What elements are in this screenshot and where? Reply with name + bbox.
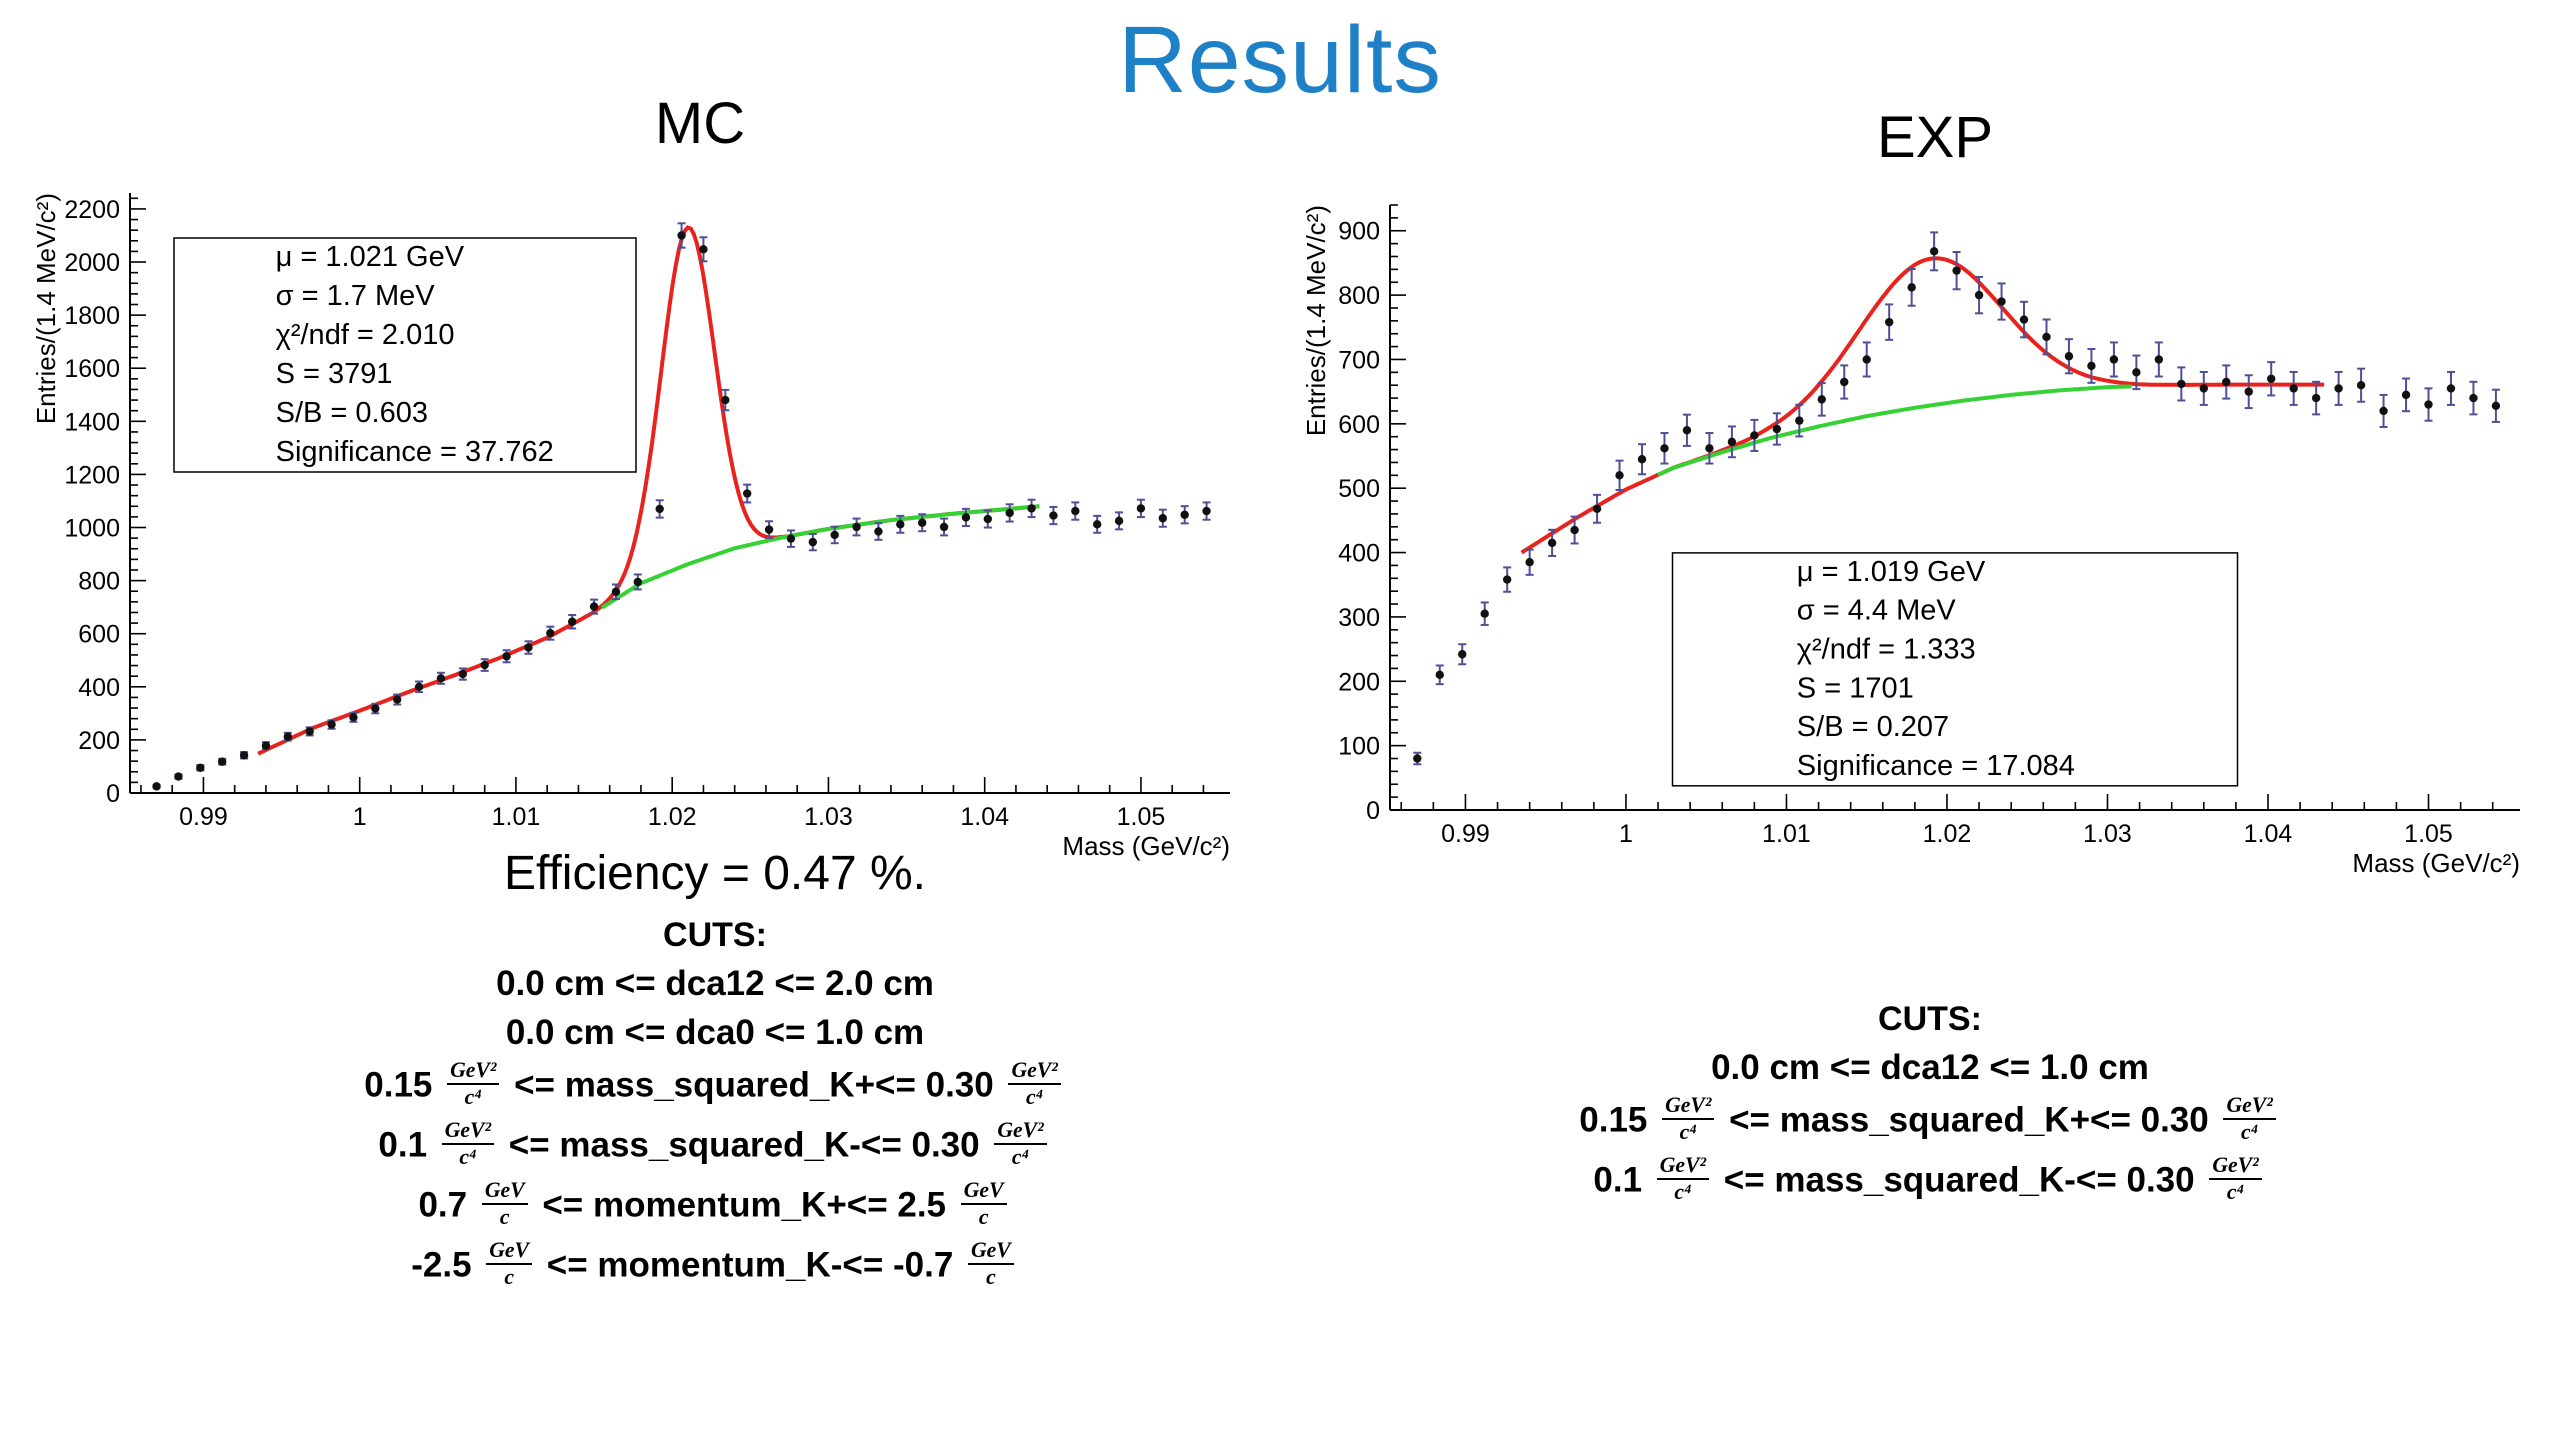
x-axis-title: Mass (GeV/c²) [1062,831,1230,861]
svg-text:2000: 2000 [64,249,120,277]
svg-text:S/B = 0.207: S/B = 0.207 [1797,711,1949,743]
units-fraction: GeV c [481,1178,528,1230]
cuts-header: CUTS: [1878,1000,1982,1038]
units-fraction: GeV² c⁴ [994,1118,1047,1170]
fit-stats-box [173,237,637,473]
units-fraction: GeV c [486,1238,533,1290]
svg-text:1.04: 1.04 [2244,820,2293,848]
svg-text:2200: 2200 [64,196,120,224]
svg-text:1: 1 [353,803,367,831]
fit-stats-box [1671,552,2239,787]
y-axis-title: Entries/(1.4 MeV/c²) [1301,205,1331,436]
svg-text:σ = 4.4 MeV: σ = 4.4 MeV [1797,595,1957,627]
svg-text:μ = 1.021 GeV: μ = 1.021 GeV [276,241,465,273]
svg-text:200: 200 [1338,668,1380,696]
tick-labels: 0.99 1 1.01 1.02 1.03 1.04 1.05 0 200 400 600 800 10… [64,196,1165,831]
units-fraction: GeV² c⁴ [1662,1093,1715,1145]
svg-text:1.05: 1.05 [2404,820,2453,848]
fit-stats-lines: μ = 1.019 GeV σ = 4.4 MeV χ²/ndf = 1.333 S … [1797,556,2075,782]
svg-text:100: 100 [1338,733,1380,761]
svg-text:S = 3791: S = 3791 [276,358,393,390]
svg-text:1.05: 1.05 [1117,803,1166,831]
cut-line: 0.15 GeV² c⁴ <= mass_squared_K+<= 0.30 Ge… [90,1058,1340,1113]
svg-text:600: 600 [78,621,120,649]
units-fraction: GeV² c⁴ [1656,1153,1710,1205]
svg-text:1200: 1200 [64,461,120,489]
svg-text:1: 1 [1619,820,1633,848]
units-fraction: GeV² c⁴ [2209,1153,2262,1205]
total-fit-curve [1520,256,2325,555]
svg-text:1400: 1400 [64,408,120,436]
cut-line: 0.1 GeV² c⁴ <= mass_squared_K-<= 0.30 GeV… [1330,1153,2530,1208]
svg-text:0.99: 0.99 [1441,820,1490,848]
svg-text:200: 200 [78,727,120,755]
cuts-header: CUTS: [663,916,767,954]
svg-text:1600: 1600 [64,355,120,383]
svg-text:800: 800 [78,568,120,596]
cut-line: 0.0 cm <= dca0 <= 1.0 cm [505,1013,925,1052]
fit-stats-lines: μ = 1.021 GeV σ = 1.7 MeV χ²/ndf = 2.010 S … [276,241,554,468]
mc-panel-heading: MC [654,91,746,156]
cut-line: 0.0 cm <= dca12 <= 1.0 cm [1711,1048,2149,1087]
units-fraction: GeV c [960,1178,1007,1230]
efficiency-text: Efficiency = 0.47 %. [503,847,926,900]
units-fraction: GeV² c⁴ [441,1118,495,1170]
svg-text:1000: 1000 [64,515,120,543]
svg-text:900: 900 [1338,218,1380,246]
svg-text:Significance = 17.084: Significance = 17.084 [1797,750,2075,782]
cut-line: 0.1 GeV² c⁴ <= mass_squared_K-<= 0.30 GeV… [90,1118,1340,1173]
mc-chart: 0.99 1 1.01 1.02 1.03 1.04 1.05 0 200 400 600 800 10… [31,193,1230,861]
svg-text:0.99: 0.99 [179,803,228,831]
svg-text:400: 400 [78,674,120,702]
svg-text:1.02: 1.02 [648,803,697,831]
svg-text:1.03: 1.03 [2083,820,2132,848]
svg-text:S = 1701: S = 1701 [1797,672,1914,704]
x-axis-title: Mass (GeV/c²) [2352,848,2520,878]
y-axis-title: Entries/(1.4 MeV/c²) [31,193,61,424]
cut-line: -2.5 GeV c <= momentum_K-<= -0.7 GeV c [90,1238,1340,1293]
cut-line: 0.15 GeV² c⁴ <= mass_squared_K+<= 0.30 Ge… [1330,1093,2530,1148]
cuts-exp-block: CUTS: 0.0 cm <= dca12 <= 1.0 cm 0.15 GeV² c… [1330,1000,2530,1217]
cut-line: 0.0 cm <= dca12 <= 2.0 cm [496,964,934,1003]
svg-text:Significance = 37.762: Significance = 37.762 [276,436,554,468]
svg-text:400: 400 [1338,540,1380,568]
data-points [1413,231,2501,766]
exp-chart: 0.99 1 1.01 1.02 1.03 1.04 1.05 0 100 200 300 400 50… [1301,204,2520,878]
svg-text:1.02: 1.02 [1923,820,1972,848]
svg-text:0: 0 [1366,797,1380,825]
svg-text:S/B = 0.603: S/B = 0.603 [276,397,428,429]
cut-line: 0.7 GeV c <= momentum_K+<= 2.5 GeV c [90,1178,1340,1233]
svg-text:800: 800 [1338,282,1380,310]
svg-text:500: 500 [1338,475,1380,503]
svg-text:0: 0 [106,780,120,808]
background-fit-curve [1657,384,2132,477]
svg-text:χ²/ndf = 1.333: χ²/ndf = 1.333 [1797,633,1976,665]
background-fit-curve [600,504,1040,610]
svg-text:1800: 1800 [64,302,120,330]
tick-marks [1390,204,2494,811]
svg-text:1.01: 1.01 [1762,820,1811,848]
units-fraction: GeV² c⁴ [447,1058,500,1110]
slide-title: Results [1118,7,1442,113]
cuts-mc-block: CUTS: 0.0 cm <= dca12 <= 2.0 cm 0.0 cm <= … [90,916,1340,1302]
tick-labels: 0.99 1 1.01 1.02 1.03 1.04 1.05 0 100 200 300 400 50… [1338,218,2453,848]
data-points [152,222,1211,791]
svg-text:1.04: 1.04 [960,803,1009,831]
exp-panel-heading: EXP [1876,105,1994,170]
svg-text:300: 300 [1338,604,1380,632]
svg-text:700: 700 [1338,346,1380,374]
tick-marks [130,197,1205,794]
svg-text:1.01: 1.01 [492,803,541,831]
units-fraction: GeV² c⁴ [1008,1058,1061,1110]
svg-text:μ = 1.019 GeV: μ = 1.019 GeV [1797,556,1986,588]
units-fraction: GeV² c⁴ [2223,1093,2276,1145]
svg-text:σ = 1.7 MeV: σ = 1.7 MeV [276,280,436,312]
units-fraction: GeV c [968,1238,1014,1290]
svg-text:600: 600 [1338,411,1380,439]
svg-text:χ²/ndf = 2.010: χ²/ndf = 2.010 [276,319,455,351]
svg-text:1.03: 1.03 [804,803,853,831]
